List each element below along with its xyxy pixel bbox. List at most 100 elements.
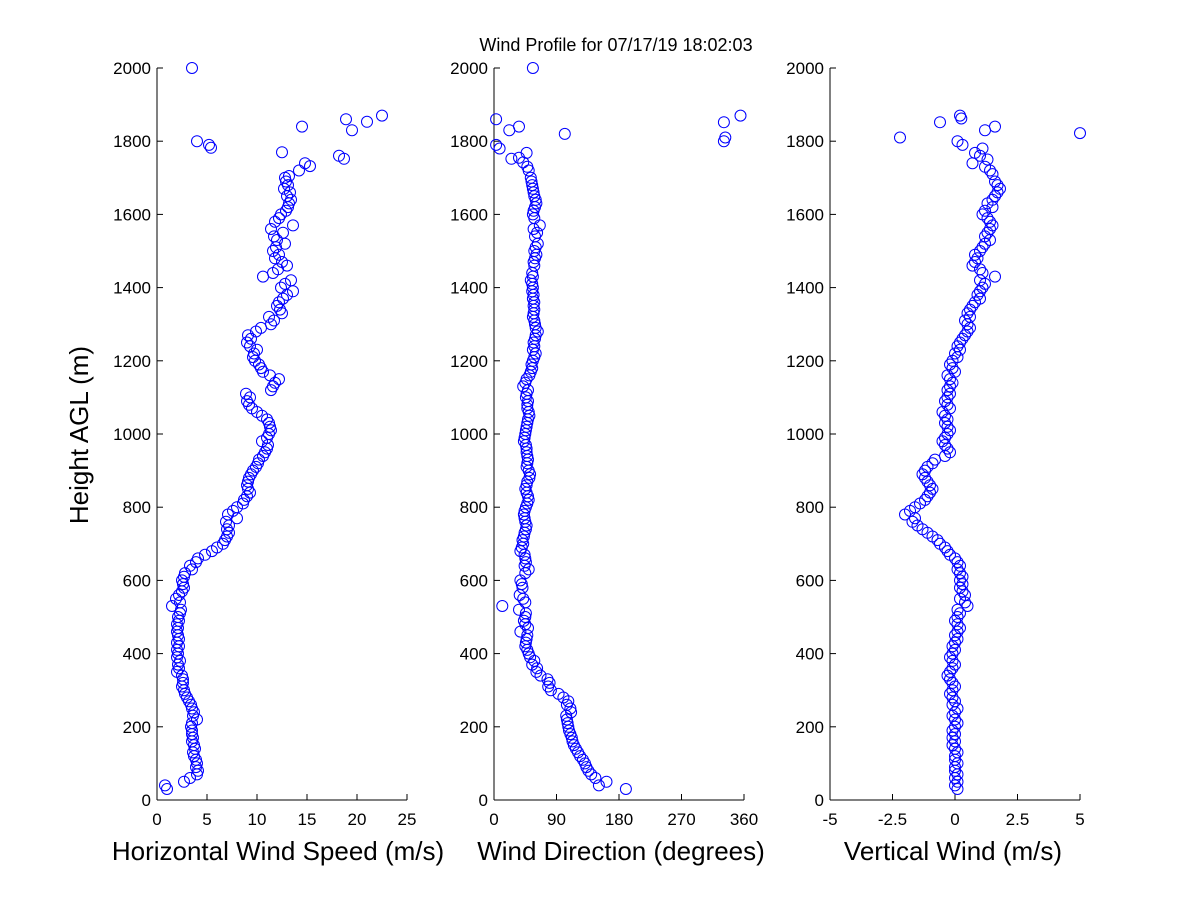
data-point xyxy=(936,435,949,448)
data-point xyxy=(961,325,974,338)
data-point xyxy=(262,439,274,451)
y-tick-label: 1200 xyxy=(113,352,151,371)
data-point xyxy=(199,548,211,561)
data-point xyxy=(186,62,198,74)
data-point xyxy=(946,354,959,367)
data-point xyxy=(991,179,1004,192)
data-point xyxy=(921,475,934,488)
data-point xyxy=(527,204,540,217)
panel-2: 0 200 400 600 800 1000 1200 1400 1600 1800 2000 0 90… xyxy=(450,59,765,866)
data-point xyxy=(984,164,996,177)
data-point xyxy=(971,252,984,265)
y-tick-label: 400 xyxy=(796,645,824,664)
data-point xyxy=(916,468,929,481)
data-point xyxy=(951,618,964,631)
data-point xyxy=(949,643,961,656)
data-point xyxy=(524,651,537,664)
data-point xyxy=(376,109,388,122)
data-point xyxy=(273,373,285,386)
data-point xyxy=(717,116,730,129)
data-point xyxy=(949,658,961,671)
panel-1: 0 200 400 600 800 1000 1200 1400 1600 1800 2000 0 5 1… xyxy=(112,59,444,866)
data-point xyxy=(534,669,547,682)
data-point xyxy=(941,391,954,404)
data-point xyxy=(974,149,986,162)
data-point xyxy=(513,603,525,616)
data-point xyxy=(176,574,188,587)
data-point xyxy=(519,552,532,565)
data-point xyxy=(949,680,961,693)
y-tick-label: 800 xyxy=(796,498,824,517)
data-point xyxy=(929,453,941,466)
data-point xyxy=(284,186,296,199)
data-point xyxy=(287,219,299,232)
data-point xyxy=(971,288,984,301)
data-point xyxy=(951,757,964,770)
data-point xyxy=(530,665,543,678)
data-point xyxy=(956,585,969,598)
y-tick-label: 1000 xyxy=(113,425,151,444)
x-tick-label: 90 xyxy=(547,810,566,829)
data-point xyxy=(946,640,959,653)
data-point xyxy=(191,135,203,148)
data-point xyxy=(946,684,959,697)
data-point xyxy=(524,468,537,481)
data-point xyxy=(244,340,256,353)
data-point xyxy=(989,190,1001,203)
y-tick-label: 200 xyxy=(796,718,824,737)
data-point xyxy=(268,314,280,327)
data-point xyxy=(1074,127,1086,140)
data-point xyxy=(244,486,256,499)
data-point xyxy=(951,768,964,781)
data-point xyxy=(241,479,253,492)
data-point xyxy=(934,116,946,129)
data-point xyxy=(964,321,976,334)
y-tick-label: 600 xyxy=(460,571,488,590)
data-point xyxy=(951,783,964,795)
data-point xyxy=(268,230,280,243)
data-point xyxy=(954,607,966,620)
data-point xyxy=(949,347,961,360)
y-tick-label: 1800 xyxy=(450,132,488,151)
data-point xyxy=(951,775,964,788)
data-point xyxy=(944,665,956,678)
data-point xyxy=(951,633,964,645)
data-point xyxy=(267,245,279,257)
data-point xyxy=(569,742,582,755)
data-point xyxy=(956,570,969,583)
y-tick-label: 800 xyxy=(123,498,151,517)
y-axis-label: Height AGL (m) xyxy=(64,346,94,524)
data-point xyxy=(941,398,954,411)
data-point xyxy=(909,512,921,525)
data-point xyxy=(961,318,974,331)
data-point xyxy=(519,636,532,649)
x-tick-label: 2.5 xyxy=(1006,810,1030,829)
x-tick-label: 15 xyxy=(298,810,317,829)
y-tick-label: 2000 xyxy=(786,59,824,78)
data-point xyxy=(517,508,530,521)
data-point xyxy=(941,442,954,455)
chart-title: Wind Profile for 07/17/19 18:02:03 xyxy=(479,35,752,55)
data-point xyxy=(944,673,956,686)
data-point xyxy=(293,164,305,177)
x-tick-label: -5 xyxy=(822,810,837,829)
data-point xyxy=(949,728,961,741)
data-point xyxy=(939,417,951,429)
data-point xyxy=(949,614,961,627)
data-point xyxy=(949,629,961,642)
data-point xyxy=(544,684,557,697)
y-tick-label: 1000 xyxy=(450,425,488,444)
x-axis-label: Vertical Wind (m/s) xyxy=(844,836,1062,866)
data-point xyxy=(592,779,605,792)
data-point xyxy=(924,479,936,492)
data-point xyxy=(241,336,253,349)
data-point xyxy=(278,182,290,195)
y-tick-label: 1600 xyxy=(450,205,488,224)
data-point xyxy=(517,380,530,393)
data-point xyxy=(941,669,954,682)
data-point xyxy=(919,464,931,477)
data-point xyxy=(490,138,503,151)
data-point xyxy=(954,622,966,634)
data-point xyxy=(951,603,964,616)
